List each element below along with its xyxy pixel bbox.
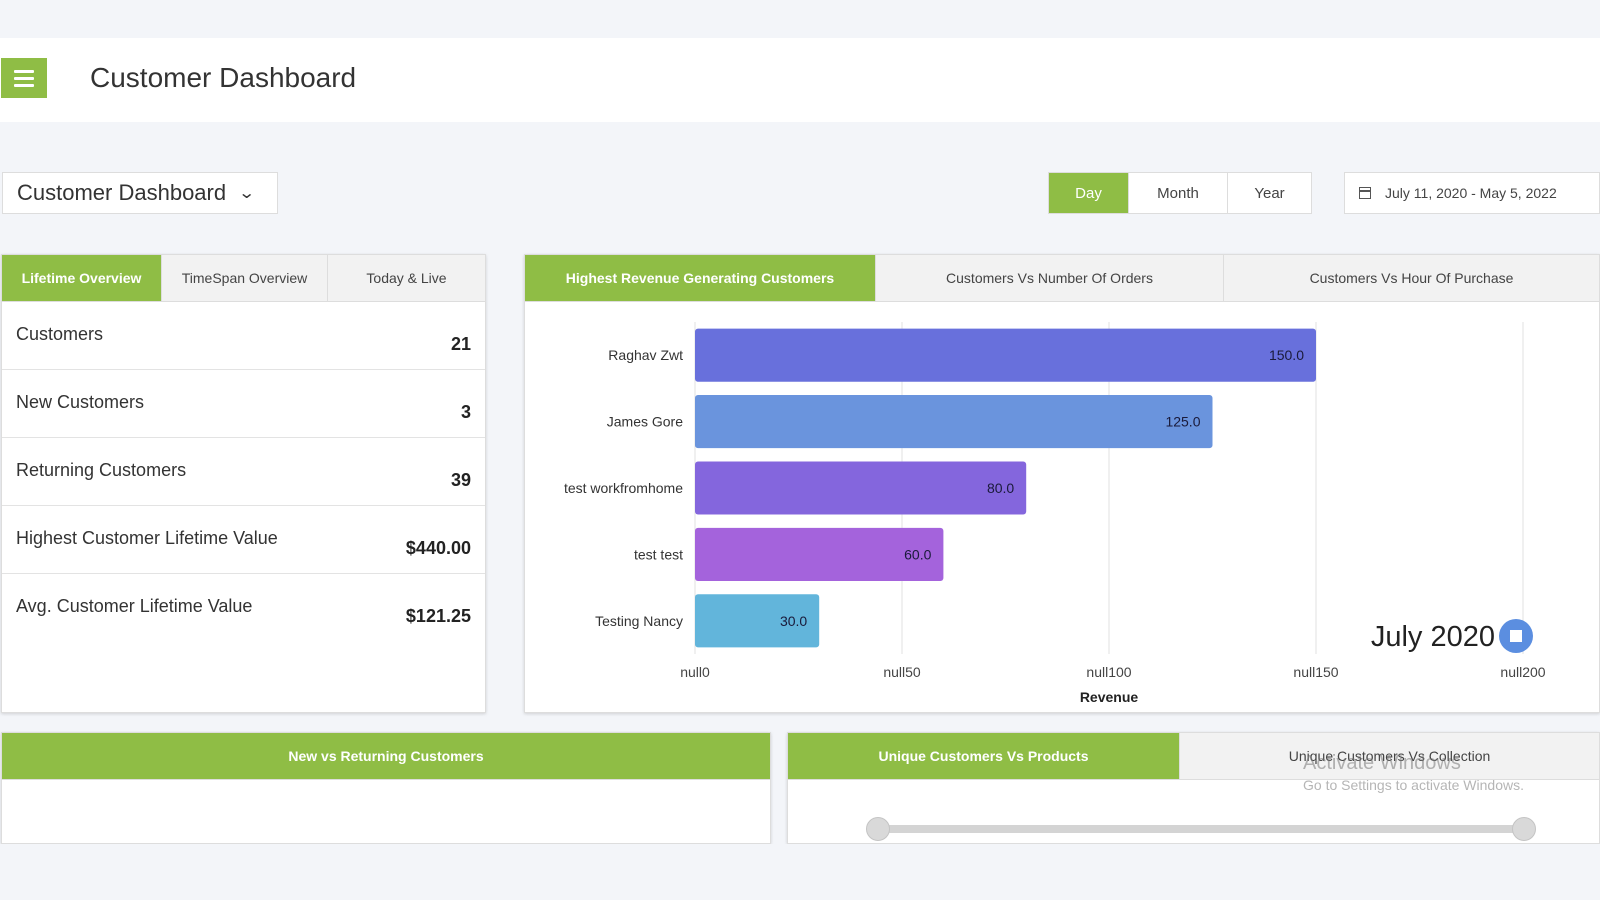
data-label: 60.0 [904,546,931,562]
data-label: 30.0 [780,613,807,629]
tab-customers-vs-hour[interactable]: Customers Vs Hour Of Purchase [1224,255,1599,301]
tab-unique-customers-collection[interactable]: Unique Customers Vs Collection [1180,733,1599,779]
stat-value: $121.25 [405,606,471,626]
bar[interactable] [695,395,1213,449]
bar[interactable] [695,461,1027,515]
stat-row-returning-customers: Returning Customers 39 [2,438,485,506]
category-label: Testing Nancy [595,613,683,629]
chart-bars: Raghav Zwt 150.0 James Gore 125.0 test workf… [564,328,1316,648]
stat-row-avg-clv: Avg. Customer Lifetime Value $121.25 [2,574,485,642]
tab-highest-revenue-customers[interactable]: Highest Revenue Generating Customers [525,255,876,301]
date-range-picker[interactable]: July 11, 2020 - May 5, 2022 [1344,172,1600,214]
tab-lifetime-overview[interactable]: Lifetime Overview [2,255,162,301]
x-tick-label: null200 [1500,664,1545,680]
page-title: Customer Dashboard [90,62,357,93]
calendar-icon [1359,187,1371,199]
stat-row-new-customers: New Customers 3 [2,370,485,438]
stat-label: New Customers [16,392,145,412]
new-vs-returning-title[interactable]: New vs Returning Customers [2,733,770,779]
data-label: 150.0 [1269,347,1304,363]
timeline-label: July 2020 [1371,621,1495,653]
stat-label: Customers [16,324,104,344]
range-day-button[interactable]: Day [1049,173,1129,213]
range-slider[interactable] [866,815,1536,843]
overview-tabs: Lifetime Overview TimeSpan Overview Toda… [2,255,485,302]
category-label: test test [634,546,683,562]
tab-today-live[interactable]: Today & Live [328,255,485,301]
dashboard-select-value: Customer Dashboard [17,180,227,205]
stat-row-highest-clv: Highest Customer Lifetime Value $440.00 [2,506,485,574]
new-vs-returning-panel: New vs Returning Customers [1,732,771,844]
tab-customers-vs-orders[interactable]: Customers Vs Number Of Orders [876,255,1224,301]
range-slider-left-handle[interactable] [866,817,890,841]
unique-customers-panel: Unique Customers Vs Products Unique Cust… [787,732,1600,844]
stat-label: Returning Customers [16,460,187,480]
data-label: 80.0 [987,480,1014,496]
stop-play-icon[interactable] [1499,619,1533,653]
page-bottom-area [0,844,1600,900]
x-tick-label: null150 [1293,664,1338,680]
stat-value: $440.00 [405,538,471,558]
chevron-down-icon: ⌄ [238,185,256,202]
stat-label: Highest Customer Lifetime Value [16,528,278,548]
category-label: James Gore [607,414,683,430]
dashboard-select[interactable]: Customer Dashboard ⌄ [2,172,278,214]
range-slider-right-handle[interactable] [1512,817,1536,841]
tab-unique-customers-products[interactable]: Unique Customers Vs Products [788,733,1180,779]
category-label: test workfromhome [564,480,683,496]
x-tick-label: null50 [883,664,921,680]
date-range-value: July 11, 2020 - May 5, 2022 [1385,185,1557,201]
x-tick-label: null100 [1086,664,1131,680]
bar[interactable] [695,328,1316,382]
bar[interactable] [695,594,820,648]
range-slider-track [878,825,1524,833]
bar[interactable] [695,527,944,581]
stat-label: Avg. Customer Lifetime Value [16,596,253,616]
category-label: Raghav Zwt [608,347,683,363]
top-bar: Customer Dashboard [0,38,1600,122]
range-year-button[interactable]: Year [1228,173,1311,213]
range-month-button[interactable]: Month [1129,173,1228,213]
chart-x-ticks: null0 null50 null100 null150 null200 [680,664,1546,680]
stat-row-customers: Customers 21 [2,302,485,370]
revenue-bar-chart: Raghav Zwt 150.0 James Gore 125.0 test workf… [564,322,1546,705]
stat-value: 3 [460,402,471,422]
x-axis-title: Revenue [1080,689,1139,705]
stat-value: 21 [450,334,471,354]
unique-customers-tabs: Unique Customers Vs Products Unique Cust… [788,733,1599,780]
x-tick-label: null0 [680,664,710,680]
tab-timespan-overview[interactable]: TimeSpan Overview [162,255,328,301]
data-label: 125.0 [1165,414,1200,430]
overview-panel: Lifetime Overview TimeSpan Overview Toda… [1,254,486,713]
hamburger-menu-icon[interactable] [1,58,47,98]
stat-value: 39 [450,470,471,490]
time-range-toggle: Day Month Year [1048,172,1312,214]
revenue-chart-panel: Highest Revenue Generating Customers Cus… [524,254,1600,713]
revenue-chart-tabs: Highest Revenue Generating Customers Cus… [525,255,1599,302]
new-vs-returning-header: New vs Returning Customers [2,733,770,780]
